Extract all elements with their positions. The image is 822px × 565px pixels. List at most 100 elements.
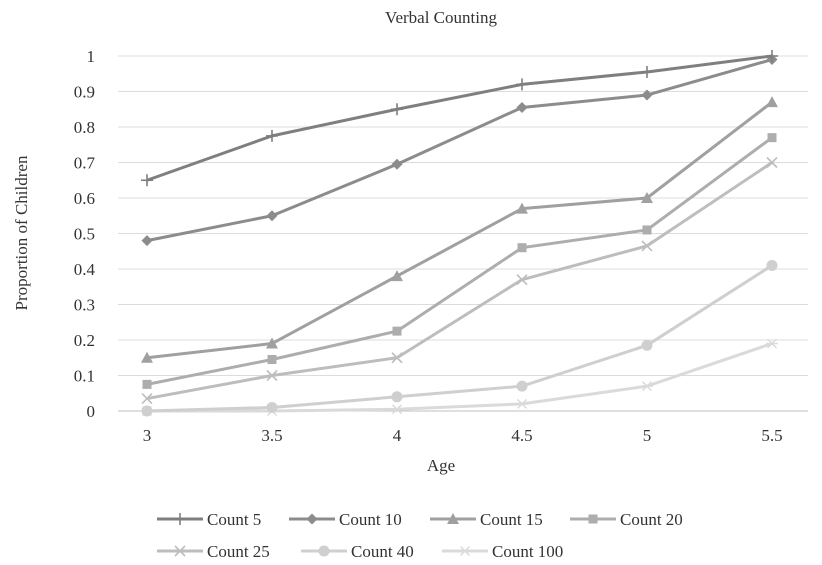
series-count-20 bbox=[142, 133, 777, 389]
series-count-10 bbox=[141, 54, 778, 247]
y-tick-label: 0.3 bbox=[74, 296, 95, 315]
data-point bbox=[391, 158, 403, 170]
data-point bbox=[267, 355, 277, 365]
data-point bbox=[141, 405, 153, 417]
legend-label: Count 40 bbox=[351, 542, 414, 561]
series-line bbox=[146, 264, 773, 413]
x-tick-label: 4.5 bbox=[511, 426, 532, 445]
x-tick-label: 3 bbox=[143, 426, 152, 445]
x-tick-label: 4 bbox=[393, 426, 402, 445]
data-point bbox=[516, 274, 528, 286]
data-point bbox=[266, 129, 278, 142]
legend-label: Count 15 bbox=[480, 510, 543, 529]
data-point bbox=[391, 103, 403, 116]
data-point bbox=[391, 270, 403, 282]
legend-label: Count 100 bbox=[492, 542, 563, 561]
legend-item: Count 20 bbox=[570, 510, 683, 529]
series-count-15 bbox=[141, 96, 778, 363]
legend-item: Count 40 bbox=[301, 542, 414, 561]
x-tick-label: 5 bbox=[643, 426, 652, 445]
legend-label: Count 20 bbox=[620, 510, 683, 529]
data-point bbox=[306, 513, 318, 525]
x-axis-ticks: 3 3.5 4 4.5 5 5.5 bbox=[143, 426, 783, 445]
data-point bbox=[392, 326, 402, 336]
legend-label: Count 10 bbox=[339, 510, 402, 529]
data-point bbox=[766, 259, 778, 271]
data-point bbox=[266, 210, 278, 222]
x-axis-title: Age bbox=[427, 456, 455, 475]
data-point bbox=[266, 337, 278, 349]
data-point bbox=[517, 243, 527, 253]
data-point bbox=[516, 78, 528, 91]
legend-item: Count 10 bbox=[289, 510, 402, 529]
legend-item: Count 25 bbox=[157, 542, 270, 561]
data-point bbox=[391, 404, 403, 415]
data-point bbox=[266, 369, 278, 382]
data-point bbox=[516, 398, 528, 409]
data-point bbox=[516, 202, 528, 214]
y-axis-title: Proportion of Children bbox=[12, 155, 31, 310]
data-point bbox=[391, 352, 403, 364]
legend-label: Count 25 bbox=[207, 542, 270, 561]
y-axis-ticks: 0 0.1 0.2 0.3 0.4 0.5 0.6 0.7 0.8 0.9 1 bbox=[74, 47, 96, 421]
data-point bbox=[766, 156, 778, 169]
data-point bbox=[588, 514, 598, 524]
data-point bbox=[766, 96, 778, 108]
data-point bbox=[641, 89, 653, 101]
data-point bbox=[641, 381, 653, 392]
data-point bbox=[767, 133, 777, 143]
series-line bbox=[146, 136, 773, 386]
data-point bbox=[266, 401, 278, 413]
x-tick-label: 3.5 bbox=[261, 426, 282, 445]
legend-item: Count 100 bbox=[442, 542, 563, 561]
data-point bbox=[142, 379, 152, 389]
y-tick-label: 0.9 bbox=[74, 83, 95, 102]
series-line bbox=[146, 54, 773, 182]
y-tick-label: 0.6 bbox=[74, 189, 95, 208]
y-tick-label: 0.1 bbox=[74, 367, 95, 386]
data-point bbox=[641, 240, 653, 252]
x-tick-label: 5.5 bbox=[761, 426, 782, 445]
data-point bbox=[447, 513, 459, 524]
y-tick-label: 0.8 bbox=[74, 118, 95, 137]
data-point bbox=[391, 391, 403, 403]
series-line bbox=[147, 342, 773, 413]
data-point bbox=[318, 545, 330, 557]
data-point bbox=[766, 338, 778, 349]
chart-title: Verbal Counting bbox=[385, 8, 497, 27]
data-point bbox=[641, 65, 653, 78]
series-line bbox=[146, 161, 773, 401]
legend-label: Count 5 bbox=[207, 510, 261, 529]
y-tick-label: 0.7 bbox=[74, 154, 96, 173]
data-point bbox=[459, 546, 471, 556]
data-point bbox=[516, 380, 528, 392]
series-count-25 bbox=[141, 156, 778, 405]
y-tick-label: 1 bbox=[87, 47, 96, 66]
data-point bbox=[174, 513, 186, 525]
data-point bbox=[141, 351, 153, 363]
legend-item: Count 15 bbox=[430, 510, 543, 529]
series-count-40 bbox=[141, 259, 778, 417]
legend-item: Count 5 bbox=[157, 510, 261, 529]
data-point bbox=[766, 50, 778, 62]
data-point bbox=[141, 174, 153, 187]
data-point bbox=[141, 235, 153, 247]
series-lines bbox=[141, 50, 778, 417]
legend: Count 5 Count 10 Count 15 Count 20 Count 25 C… bbox=[157, 510, 683, 561]
data-point bbox=[141, 393, 153, 405]
y-tick-label: 0 bbox=[87, 402, 96, 421]
series-count-100 bbox=[141, 338, 778, 416]
y-tick-label: 0.4 bbox=[74, 260, 96, 279]
data-point bbox=[642, 225, 652, 235]
series-count-5 bbox=[141, 50, 778, 187]
data-point bbox=[641, 192, 653, 203]
data-point bbox=[174, 545, 186, 557]
y-tick-label: 0.5 bbox=[74, 225, 95, 244]
y-tick-label: 0.2 bbox=[74, 331, 95, 350]
data-point bbox=[641, 339, 653, 351]
gridlines bbox=[118, 55, 808, 412]
data-point bbox=[516, 101, 528, 113]
series-line bbox=[146, 100, 773, 360]
series-line bbox=[146, 58, 773, 243]
